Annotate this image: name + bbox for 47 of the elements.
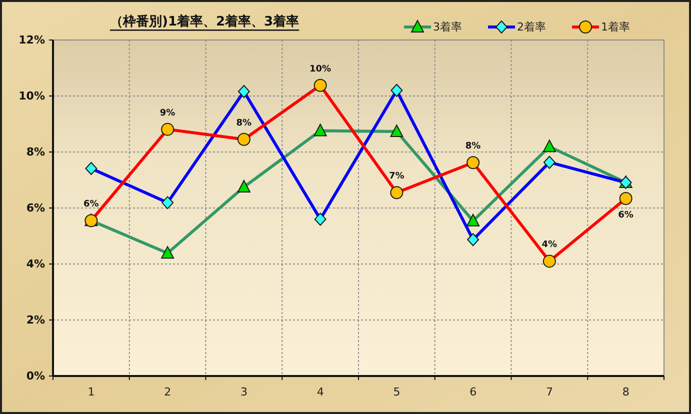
point xyxy=(161,122,174,136)
x-tick-label: 6 xyxy=(470,386,477,398)
data-label: 6% xyxy=(618,210,634,220)
point xyxy=(467,233,480,246)
point xyxy=(314,124,327,136)
x-tick-label: 2 xyxy=(164,386,172,398)
x-tick-label: 3 xyxy=(240,386,248,398)
data-label: 9% xyxy=(160,108,176,118)
point xyxy=(85,162,98,176)
legend-label: 3着率 xyxy=(433,20,462,34)
point xyxy=(542,140,556,152)
chart-title: （枠番別)1着率、2着率、3着率 xyxy=(110,14,300,30)
data-label: 8% xyxy=(236,118,252,128)
y-tick-label: 10% xyxy=(18,90,45,102)
x-tick-label: 1 xyxy=(88,386,95,398)
x-tick-label: 7 xyxy=(546,386,553,398)
data-label: 6% xyxy=(84,200,99,210)
data-label: 8% xyxy=(465,142,481,152)
y-tick-label: 4% xyxy=(26,258,45,270)
point xyxy=(237,180,250,192)
y-tick-label: 6% xyxy=(26,202,45,214)
data-label: 7% xyxy=(389,172,404,182)
point xyxy=(466,156,480,170)
point xyxy=(314,78,327,92)
point xyxy=(237,132,250,146)
y-tick-label: 2% xyxy=(26,314,45,326)
x-tick-label: 8 xyxy=(622,386,630,398)
point xyxy=(390,84,403,97)
legend-label: 1着率 xyxy=(601,20,630,34)
point xyxy=(619,192,632,205)
legend-label: 2着率 xyxy=(517,20,546,34)
y-tick-label: 0% xyxy=(26,370,45,382)
data-label: 10% xyxy=(310,64,332,74)
point xyxy=(543,156,556,169)
x-tick-label: 5 xyxy=(393,386,400,398)
point xyxy=(390,186,404,200)
y-tick-label: 8% xyxy=(26,146,45,158)
point xyxy=(238,85,250,98)
point xyxy=(161,246,174,259)
point xyxy=(314,212,326,226)
x-tick-label: 4 xyxy=(316,386,324,398)
data-label: 4% xyxy=(542,240,558,250)
point xyxy=(466,214,480,226)
point xyxy=(390,124,404,138)
y-tick-label: 12% xyxy=(18,34,45,46)
point xyxy=(542,254,556,268)
point xyxy=(162,196,174,210)
